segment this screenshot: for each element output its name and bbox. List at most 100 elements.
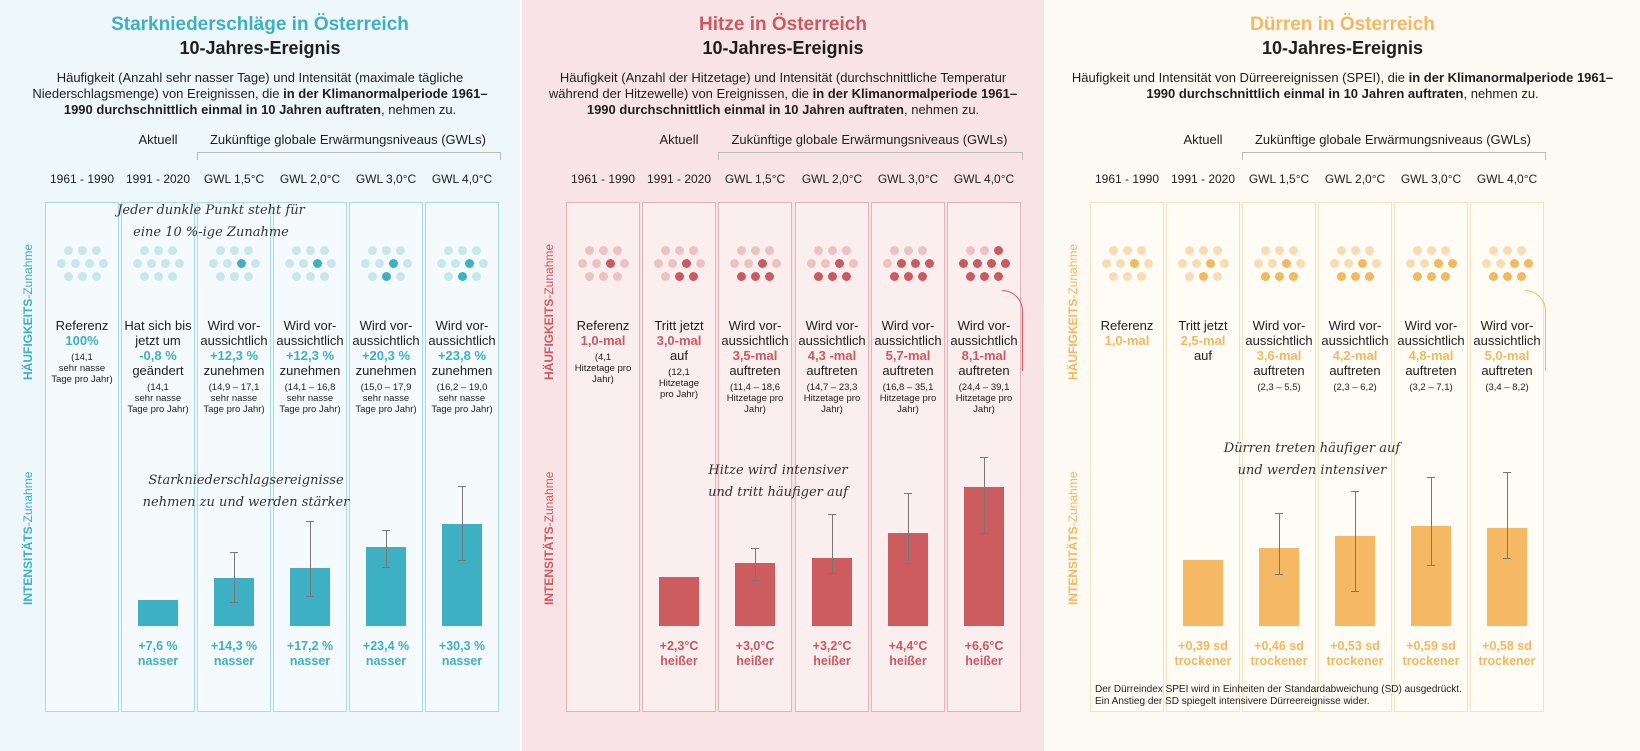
frequency-axis-label: HÄUFIGKEITS-Zunahme — [21, 244, 35, 380]
dot-empty — [63, 245, 73, 255]
frequency-range-line: sehr nasse — [134, 393, 182, 404]
annotation-line: und tritt häufiger auf — [708, 485, 848, 500]
dot-empty — [443, 245, 453, 255]
dot-filled — [903, 271, 913, 281]
header-future: Zukünftige globale Erwärmungsniveaus (GW… — [731, 132, 1008, 147]
dot-empty — [1267, 258, 1277, 268]
dot-filled — [917, 271, 927, 281]
annotation-line: Dürren treten häufiger auf — [1223, 441, 1401, 456]
description-bold: in der Klimanormalperiode 1961–1990 durc… — [1146, 70, 1614, 101]
frequency-range-line: Hitzetage pro — [574, 363, 632, 374]
dot-empty — [660, 245, 670, 255]
intensity-axis-label-bold: INTENSITÄTS — [21, 526, 35, 605]
frequency-range: (14,1 sehr nasse Tage pro Jahr) — [119, 382, 197, 415]
dot-empty — [729, 258, 739, 268]
frequency-text-line: Wird vor- — [728, 318, 782, 333]
header-aktuell: Aktuell — [138, 132, 178, 147]
description-text: Häufigkeit (Anzahl sehr nasser Tage) und… — [32, 70, 464, 101]
panel-description: Häufigkeit (Anzahl sehr nasser Tage) und… — [20, 70, 500, 118]
column-header: 1991 - 2020 — [125, 172, 191, 186]
frequency-range-line: Hitzetage pro — [726, 393, 784, 404]
dot-empty — [695, 258, 705, 268]
dot-empty — [153, 245, 163, 255]
dot-empty — [326, 258, 336, 268]
frequency-range-line: Tage pro Jahr) — [355, 404, 417, 415]
dot-empty — [1108, 245, 1118, 255]
intensity-axis-label: INTENSITÄTS-Zunahme — [1066, 472, 1080, 605]
dot-empty — [1371, 258, 1381, 268]
dot-empty — [1274, 245, 1284, 255]
frequency-text-line: Wird vor- — [881, 318, 935, 333]
frequency-value: 3,0-mal — [656, 333, 702, 348]
dot-empty — [1184, 271, 1194, 281]
frequency-range-line: Jahr) — [592, 374, 614, 385]
dot-empty — [215, 271, 225, 281]
dot-empty — [743, 258, 753, 268]
future-bracket — [718, 152, 1023, 160]
frequency-text: Wird vor-aussichtlich 8,1-mal auftreten — [945, 318, 1023, 378]
dot-filled — [1357, 258, 1367, 268]
dot-empty — [764, 245, 774, 255]
frequency-range-line: (3,2 – 7,1) — [1409, 382, 1453, 393]
dot-empty — [167, 245, 177, 255]
frequency-text-line: aussichtlich — [200, 333, 268, 348]
dot-filled — [605, 258, 615, 268]
frequency-range: (12,1 Hitzetage pro Jahr) — [640, 367, 718, 400]
dot-empty — [457, 245, 467, 255]
error-bar — [1355, 490, 1356, 591]
column-header: 1991 - 2020 — [1170, 172, 1236, 186]
error-bar — [234, 552, 235, 603]
description-bold: in der Klimanormalperiode 1961–1990 durc… — [63, 86, 488, 117]
frequency-text-line: aussichtlich — [1321, 333, 1389, 348]
dot-empty — [208, 258, 218, 268]
bar-label: +17,2 % nasser — [270, 639, 350, 669]
bar-label: +4,4°C heißer — [868, 639, 948, 669]
frequency-range-line: (15,0 – 17,9 — [360, 382, 412, 393]
dot-empty — [1364, 245, 1374, 255]
bar-label-line: nasser — [441, 654, 483, 668]
frequency-range: (24,4 – 39,1 Hitzetage pro Jahr) — [945, 382, 1023, 415]
error-bar-cap-top — [904, 492, 912, 494]
dot-empty — [250, 258, 260, 268]
panel-subtitle: 10-Jahres-Ereignis — [702, 38, 864, 58]
column-header: GWL 3,0°C — [1400, 172, 1462, 186]
dot-empty — [750, 245, 760, 255]
column-box — [1166, 202, 1240, 712]
bar-label-line: +0,58 sd — [1482, 639, 1532, 653]
dot-filled — [1129, 258, 1139, 268]
dot-filled — [1205, 258, 1215, 268]
frequency-text: Wird vor-aussichtlich 4,3 -mal auftreten — [793, 318, 871, 378]
dot-filled — [1502, 271, 1512, 281]
panel-description: Häufigkeit (Anzahl der Hitzetage) und In… — [542, 70, 1024, 118]
frequency-text-line: aussichtlich — [1397, 333, 1465, 348]
dot-empty — [965, 245, 975, 255]
frequency-range-line: (2,3 – 5,5) — [1257, 382, 1301, 393]
frequency-axis-label: HÄUFIGKEITS-Zunahme — [542, 244, 556, 380]
dot-empty — [584, 271, 594, 281]
dot-filled — [889, 271, 899, 281]
frequency-range-line: sehr nasse — [286, 393, 334, 404]
frequency-axis-label-bold: HÄUFIGKEITS — [1066, 298, 1080, 380]
column-box — [642, 202, 716, 712]
dot-filled — [834, 258, 844, 268]
dot-empty — [63, 271, 73, 281]
bar-label: +0,53 sd trockener — [1315, 639, 1395, 669]
dot-empty — [436, 258, 446, 268]
dot-empty — [450, 258, 460, 268]
bar-label: +3,0°C heißer — [715, 639, 795, 669]
bar-label-line: nasser — [289, 654, 331, 668]
frequency-range-line: sehr nasse — [362, 393, 410, 404]
bar-label-line: +0,53 sd — [1330, 639, 1380, 653]
frequency-range-line: sehr nasse — [58, 363, 106, 374]
dot-empty — [1177, 258, 1187, 268]
dot-empty — [478, 258, 488, 268]
column-header: GWL 2,0°C — [279, 172, 341, 186]
bar-label-line: heißer — [965, 654, 1003, 668]
panel-subtitle: 10-Jahres-Ereignis — [179, 38, 341, 58]
frequency-range-line: Hitzetage pro — [955, 393, 1013, 404]
column-box — [273, 202, 347, 712]
error-bar-cap-bottom — [904, 562, 912, 564]
frequency-text-line: aussichtlich — [950, 333, 1018, 348]
dot-empty — [305, 245, 315, 255]
frequency-range-line: (14,1 — [71, 352, 93, 363]
